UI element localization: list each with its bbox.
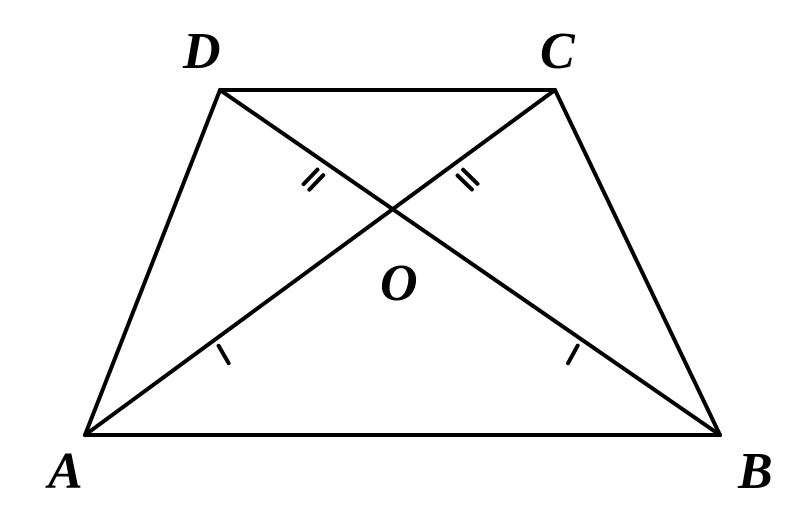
geometry-diagram: A B C D O	[0, 0, 800, 510]
edge-B-D	[220, 90, 720, 435]
label-A: A	[45, 443, 83, 500]
tick-O-A-0	[219, 346, 229, 363]
edge-A-C	[85, 90, 555, 435]
edge-B-C	[555, 90, 720, 435]
label-O: O	[380, 255, 418, 312]
label-C: C	[540, 23, 576, 80]
label-D: D	[182, 23, 221, 80]
tick-O-B-0	[568, 346, 578, 364]
label-B: B	[737, 443, 773, 500]
